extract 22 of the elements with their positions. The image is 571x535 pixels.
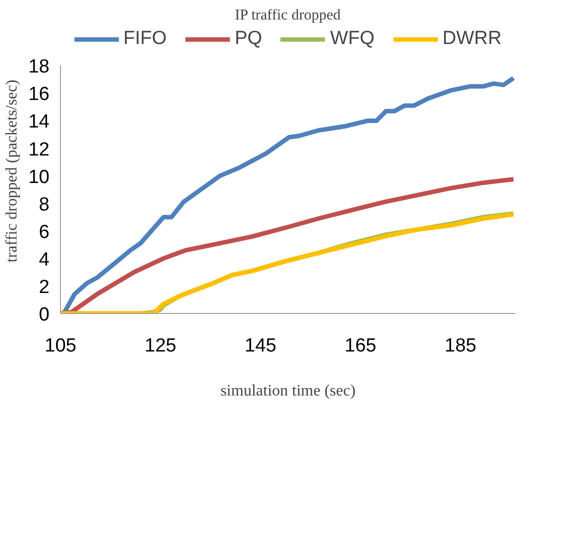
legend-label: DWRR — [442, 28, 502, 50]
legend-label: WFQ — [330, 28, 374, 50]
legend-label: PQ — [234, 28, 262, 50]
y-tick-label: 0 — [38, 304, 50, 326]
x-axis-title: simulation time (sec) — [220, 382, 356, 400]
x-tick-label: 145 — [244, 336, 276, 356]
y-axis-title: traffic dropped (packets/sec) — [3, 80, 20, 262]
chart-title: IP traffic dropped — [234, 8, 342, 24]
y-tick-label: 2 — [38, 276, 50, 298]
y-tick-label: 4 — [38, 249, 50, 270]
x-tick-label: 165 — [344, 336, 376, 356]
y-tick-label: 16 — [28, 84, 50, 106]
y-tick-label: 12 — [28, 139, 50, 160]
y-tick-label: 8 — [38, 194, 50, 216]
y-tick-label: 14 — [28, 112, 50, 133]
x-tick-label: 185 — [444, 336, 476, 356]
y-tick-label: 6 — [38, 222, 50, 243]
x-tick-label: 125 — [144, 336, 176, 356]
x-tick-label: 105 — [44, 336, 76, 356]
y-tick-label: 18 — [28, 56, 50, 78]
y-tick-label: 10 — [28, 166, 50, 188]
legend-label: FIFO — [123, 28, 167, 50]
